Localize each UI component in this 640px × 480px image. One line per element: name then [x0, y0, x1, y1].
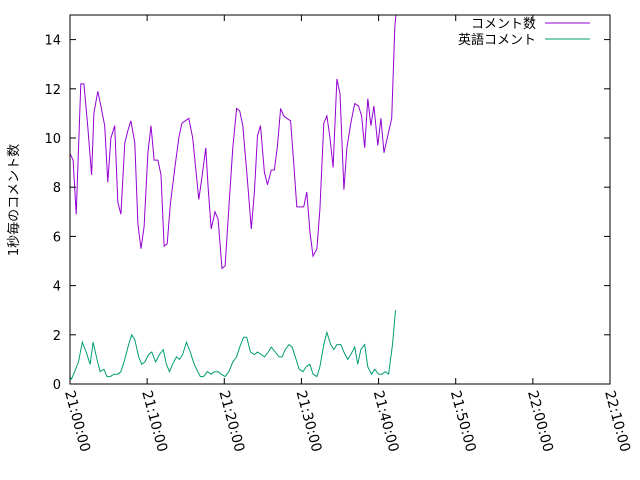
- x-tick-label: 21:40:00: [370, 389, 402, 454]
- series-layer: [70, 15, 397, 381]
- y-axis-label: 1秒毎のコメント数: [6, 144, 22, 256]
- y-tick-label: 14: [44, 34, 61, 49]
- x-tick-label: 21:20:00: [215, 389, 247, 454]
- y-tick-label: 0: [53, 378, 61, 393]
- x-tick-label: 21:10:00: [138, 389, 170, 454]
- plot-area-border: [69, 14, 611, 385]
- y-tick-label: 8: [53, 181, 61, 196]
- x-tick-label: 21:30:00: [293, 389, 325, 454]
- legend-label: 英語コメント: [458, 32, 536, 48]
- x-tick-label: 22:10:00: [601, 389, 633, 454]
- y-tick-label: 10: [44, 132, 61, 147]
- ticks-layer: 0 2 4 6 8 10 12 14 21:00:00 21:10:00 21:20:00 21:30…: [44, 15, 633, 454]
- y-tick-label: 6: [53, 230, 61, 245]
- y-tick-label: 12: [44, 83, 61, 98]
- y-tick-label: 2: [53, 329, 61, 344]
- series-line-2: [70, 310, 396, 381]
- legend-label: コメント数: [471, 17, 536, 32]
- x-tick-label: 21:00:00: [61, 389, 93, 454]
- x-tick-label: 21:50:00: [447, 389, 479, 454]
- series-line-1: [70, 15, 397, 270]
- x-tick-label: 22:00:00: [524, 389, 556, 454]
- y-tick-label: 4: [53, 280, 61, 295]
